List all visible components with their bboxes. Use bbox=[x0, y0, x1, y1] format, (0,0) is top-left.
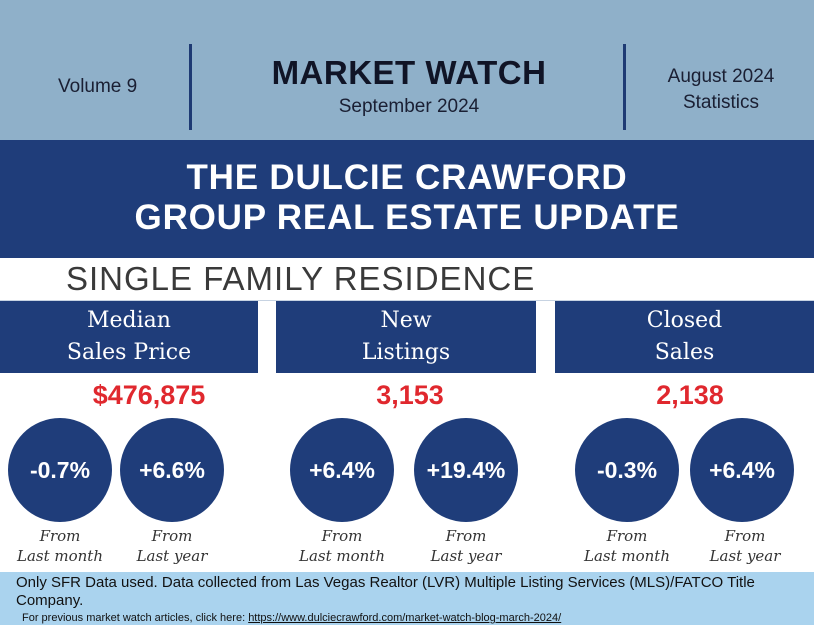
column-header-new-listings: New Listings bbox=[276, 301, 536, 373]
last-year-text: Last year bbox=[136, 547, 208, 565]
column-header-line2: Sales bbox=[654, 340, 715, 365]
from-last-year-label: From Last year bbox=[117, 526, 227, 566]
section-title: SINGLE FAMILY RESIDENCE bbox=[66, 260, 536, 297]
previous-articles-prefix: For previous market watch articles, clic… bbox=[22, 612, 249, 624]
from-text: From bbox=[724, 527, 766, 545]
column-header-line2: Listings bbox=[361, 340, 451, 365]
banner-title-line1: THE DULCIE CRAWFORD bbox=[186, 158, 628, 197]
previous-articles-line: For previous market watch articles, clic… bbox=[22, 612, 561, 624]
stats-period-line2: Statistics bbox=[682, 92, 760, 113]
newsletter-date: September 2024 bbox=[338, 96, 480, 117]
last-year-text: Last year bbox=[709, 547, 781, 565]
badge-value: +6.4% bbox=[309, 456, 375, 483]
footer-band bbox=[0, 572, 814, 625]
column-header-closed-sales: Closed Sales bbox=[555, 301, 814, 373]
last-year-text: Last year bbox=[430, 547, 502, 565]
new-listings-value: 3,153 bbox=[376, 380, 444, 410]
last-month-text: Last month bbox=[16, 547, 103, 565]
banner-title: THE DULCIE CRAWFORD GROUP REAL ESTATE UP… bbox=[0, 158, 814, 238]
stats-period-line1: August 2024 bbox=[667, 66, 775, 87]
header-band bbox=[0, 0, 814, 140]
column-header-line2: Sales Price bbox=[66, 340, 192, 365]
column-header-line1: Closed bbox=[646, 308, 723, 333]
median-sales-price-value: $476,875 bbox=[92, 380, 206, 410]
badge-value: +19.4% bbox=[426, 456, 506, 483]
column-header-line1: Median bbox=[87, 308, 171, 333]
from-last-month-label: From Last month bbox=[572, 526, 682, 566]
badge-value: -0.3% bbox=[596, 456, 658, 483]
title-banner bbox=[0, 140, 814, 258]
from-last-month-label: From Last month bbox=[5, 526, 115, 566]
median-price-year-change-badge: +6.6% bbox=[120, 418, 224, 522]
median-price-month-change-badge: -0.7% bbox=[8, 418, 112, 522]
newsletter-title: MARKET WATCH bbox=[271, 54, 547, 91]
from-text: From bbox=[321, 527, 363, 545]
badge-value: -0.7% bbox=[29, 456, 91, 483]
banner-title-line2: GROUP REAL ESTATE UPDATE bbox=[134, 198, 680, 237]
from-text: From bbox=[151, 527, 193, 545]
data-source-note: Only SFR Data used. Data collected from … bbox=[16, 574, 755, 609]
stats-period: August 2024 Statistics bbox=[640, 64, 802, 116]
volume-label: Volume 9 bbox=[58, 76, 138, 97]
closed-sales-year-change-badge: +6.4% bbox=[690, 418, 794, 522]
closed-sales-value: 2,138 bbox=[656, 380, 724, 410]
badge-value: +6.4% bbox=[709, 456, 775, 483]
from-text: From bbox=[606, 527, 648, 545]
divider-left bbox=[189, 44, 192, 130]
last-month-text: Last month bbox=[298, 547, 385, 565]
from-text: From bbox=[39, 527, 81, 545]
last-month-text: Last month bbox=[583, 547, 670, 565]
closed-sales-month-change-badge: -0.3% bbox=[575, 418, 679, 522]
new-listings-month-change-badge: +6.4% bbox=[290, 418, 394, 522]
column-header-median-sales-price: Median Sales Price bbox=[0, 301, 258, 373]
from-last-year-label: From Last year bbox=[690, 526, 800, 566]
from-last-year-label: From Last year bbox=[411, 526, 521, 566]
column-header-line1: New bbox=[380, 308, 432, 333]
from-last-month-label: From Last month bbox=[287, 526, 397, 566]
badge-value: +6.6% bbox=[139, 456, 205, 483]
divider-right bbox=[623, 44, 626, 130]
from-text: From bbox=[445, 527, 487, 545]
new-listings-year-change-badge: +19.4% bbox=[414, 418, 518, 522]
section-divider bbox=[0, 300, 814, 301]
previous-articles-link[interactable]: https://www.dulciecrawford.com/market-wa… bbox=[248, 612, 562, 624]
